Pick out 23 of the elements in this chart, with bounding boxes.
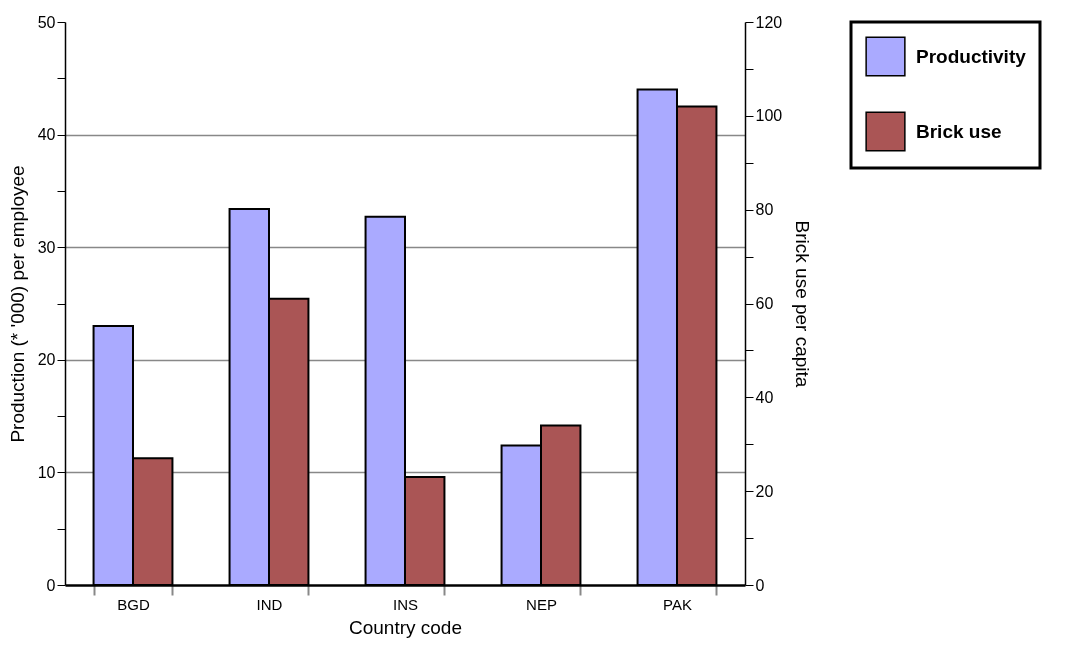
y-tick-label: 20 xyxy=(37,351,56,369)
x-tick-label: NEP xyxy=(526,595,557,613)
x-axis-title: Country code xyxy=(348,616,463,638)
x-tick-label: PAK xyxy=(663,595,692,613)
y2-tick-label: 0 xyxy=(755,576,765,594)
x-tick-label: IND xyxy=(256,595,283,613)
y-axis-title: Production (* '000) per employee xyxy=(6,165,28,443)
y2-tick-label: 80 xyxy=(755,201,774,219)
y2-axis-title: Brick use per capita xyxy=(792,220,814,388)
y2-tick-label: 120 xyxy=(755,13,783,31)
legend-label: Brick use xyxy=(916,120,1002,142)
legend-label: Productivity xyxy=(916,45,1027,67)
y-tick-label: 10 xyxy=(37,463,56,481)
y-tick-label: 50 xyxy=(37,13,56,31)
y-tick-label: 30 xyxy=(37,238,56,256)
y2-tick-label: 100 xyxy=(755,107,783,125)
x-tick-label: BGD xyxy=(117,595,150,613)
x-tick-label: INS xyxy=(392,595,419,613)
y2-tick-label: 20 xyxy=(755,482,774,500)
y-tick-label: 40 xyxy=(37,126,56,144)
y2-tick-label: 40 xyxy=(755,388,774,406)
y2-tick-label: 60 xyxy=(755,295,774,312)
y-tick-label: 0 xyxy=(46,576,56,594)
